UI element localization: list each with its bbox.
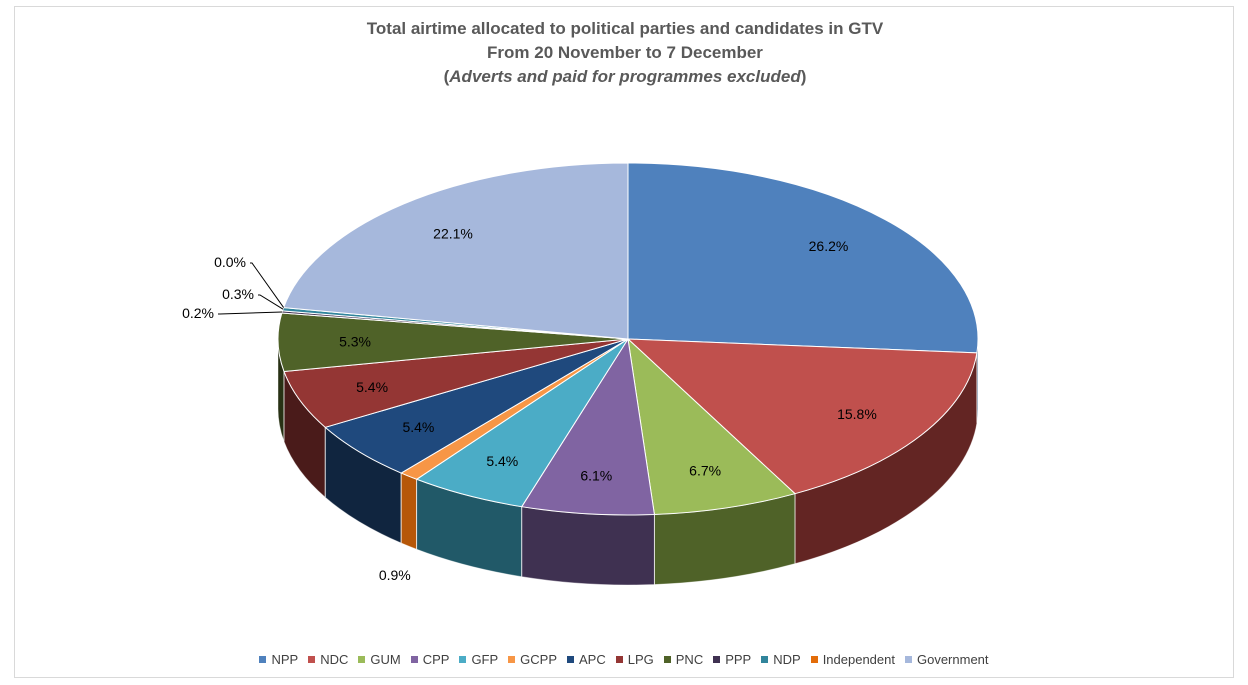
chart-title-line3: (Adverts and paid for programmes exclude… [15,65,1235,89]
legend-item-ppp: PPP [713,652,751,667]
chart-title-line1: Total airtime allocated to political par… [366,19,884,38]
legend-label-government: Government [916,652,989,667]
legend-item-pnc: PNC [663,652,704,667]
pie-slice-ndc [626,338,978,495]
leader-line-ndp [258,294,284,310]
chart-subtitle: Adverts and paid for programmes excluded [449,67,801,86]
pie-label-layer: 26.2% 15.8% 6.7% 6.1% 5.4% 0.9% 5.4% 5.4% 5.3% 0.… [182,226,877,584]
legend-label-gfp: GFP [471,652,499,667]
leader-line-independent [250,262,285,308]
legend-label-ndp: NDP [773,652,801,667]
pie-slice-npp [627,162,979,354]
legend-item-lpg: LPG [615,652,654,667]
data-label-apc: 5.4% [402,419,434,435]
data-label-government: 22.1% [433,226,473,242]
legend-item-ndc: NDC [308,652,348,667]
title-paren-close: ) [800,67,807,86]
legend-item-cpp: CPP [410,652,450,667]
legend-swatch-npp [259,656,267,663]
data-label-ppp: 0.2% [182,305,214,321]
legend-label-ppp: PPP [725,652,752,667]
data-label-independent: 0.0% [214,254,246,270]
legend-swatch-government [904,656,912,663]
legend-swatch-cpp [410,656,418,663]
data-label-pnc: 5.3% [339,334,371,350]
pie-side-layer [277,338,979,586]
chart-title: Total airtime allocated to political par… [15,17,1235,89]
legend-label-pnc: PNC [675,652,704,667]
legend-label-ndc: NDC [320,652,349,667]
legend-label-independent: Independent [822,652,895,667]
legend-swatch-independent [810,656,818,663]
legend-swatch-pnc [663,656,671,663]
pie-side-gcpp [400,472,418,550]
pie-slice-government [282,162,629,340]
legend-item-independent: Independent [810,652,895,667]
legend-swatch-gfp [459,656,467,663]
chart-title-line2: From 20 November to 7 December [487,43,763,62]
data-label-gcpp: 0.9% [379,567,411,583]
data-label-gfp: 5.4% [486,453,518,469]
legend-item-government: Government [904,652,989,667]
leader-line-ppp [218,311,283,315]
pie-side-cpp [521,506,655,586]
data-label-lpg: 5.4% [356,379,388,395]
pie-slice-gum [627,337,796,516]
title-paren-open: ( [443,67,450,86]
legend-item-gcpp: GCPP [508,652,557,667]
legend-item-gum: GUM [358,652,401,667]
legend-item-gfp: GFP [459,652,498,667]
legend-swatch-gum [358,656,366,663]
legend-swatch-gcpp [508,656,516,663]
legend-swatch-ndp [761,656,769,663]
legend-label-gcpp: GCPP [520,652,558,667]
legend-label-lpg: LPG [627,652,654,667]
legend-swatch-apc [567,656,575,663]
legend-label-npp: NPP [271,652,299,667]
legend-label-gum: GUM [370,652,401,667]
data-label-cpp: 6.1% [580,467,612,483]
data-label-npp: 26.2% [809,238,849,254]
data-label-gum: 6.7% [689,463,721,479]
pie-top-layer [277,162,979,516]
chart-legend: NPP NDC GUM CPP GFP GCPP APC LPG PNC PPP NDP Indepe… [0,652,1248,667]
data-label-ndc: 15.8% [837,406,877,422]
legend-item-ndp: NDP [761,652,801,667]
legend-label-cpp: CPP [422,652,450,667]
legend-swatch-ppp [713,656,721,663]
pie-slice-cpp [520,337,655,516]
legend-swatch-ndc [308,656,316,663]
legend-swatch-lpg [615,656,623,663]
legend-item-apc: APC [567,652,606,667]
legend-item-npp: NPP [259,652,298,667]
data-label-ndp: 0.3% [222,286,254,302]
legend-label-apc: APC [579,652,606,667]
